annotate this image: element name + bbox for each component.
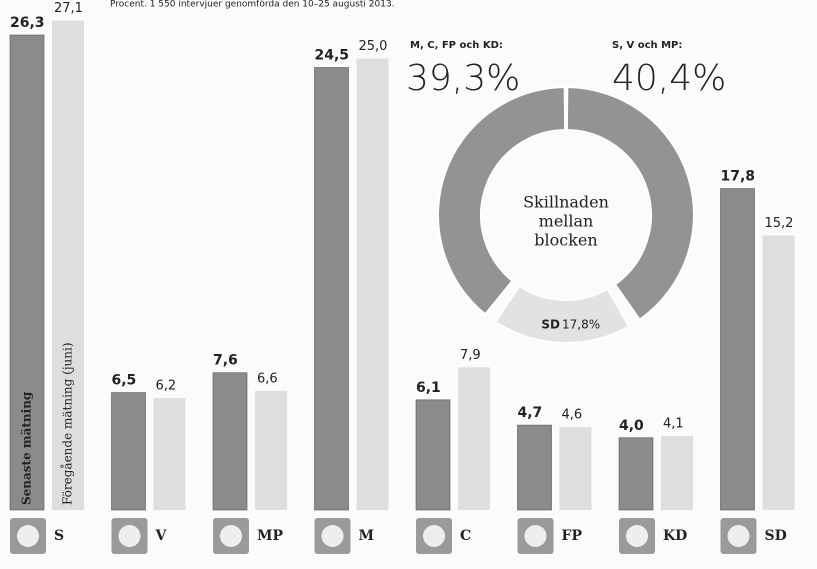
center-label: mellan — [539, 212, 594, 231]
bar — [720, 188, 755, 511]
x-tick-label: V — [155, 528, 168, 544]
donut-segment — [494, 284, 631, 344]
party-icon-mark — [423, 525, 445, 547]
bar — [356, 58, 389, 510]
donut-segment — [437, 85, 567, 316]
party-icon-mark — [524, 525, 547, 547]
party-icon-mark — [321, 525, 344, 547]
bar — [517, 424, 552, 511]
chart-subtitle: Procent. 1 550 intervjuer genomförda den… — [110, 0, 395, 10]
x-tick-label: S — [54, 528, 64, 544]
bar — [762, 235, 795, 510]
x-tick-label: MP — [257, 528, 283, 544]
group-value: 40,4% — [612, 58, 726, 99]
value-label: 25,0 — [359, 39, 388, 54]
x-tick-label: C — [460, 528, 471, 544]
x-tick-label: M — [359, 528, 375, 544]
x-tick-label: SD — [765, 528, 787, 544]
value-label: 27,1 — [54, 1, 83, 16]
bar — [458, 367, 490, 510]
bar — [111, 392, 146, 511]
value-label: 4,1 — [663, 416, 684, 431]
bar — [314, 67, 349, 511]
value-label: 7,9 — [460, 348, 481, 363]
party-icon-mark — [17, 525, 39, 547]
value-label: 4,7 — [518, 405, 543, 421]
party-icon-mark — [118, 525, 141, 547]
value-label: 4,6 — [562, 407, 583, 422]
value-label: 4,0 — [619, 418, 644, 434]
x-tick-label: KD — [663, 528, 687, 544]
value-label: 6,2 — [156, 379, 177, 394]
value-label: 15,2 — [765, 216, 794, 231]
segment-label: SD — [541, 318, 560, 332]
center-label: blocken — [534, 231, 597, 250]
value-label: 26,3 — [10, 15, 45, 31]
bar — [52, 20, 84, 510]
value-label: 7,6 — [213, 353, 238, 369]
value-label: 24,5 — [315, 48, 350, 64]
group-label: S, V och MP: — [612, 40, 682, 51]
center-label: Skillnaden — [523, 193, 609, 212]
party-icon-mark — [626, 525, 648, 547]
segment-value: 17,8% — [562, 318, 600, 332]
group-value: 39,3% — [406, 58, 520, 99]
x-tick-label: FP — [562, 528, 583, 544]
bar — [153, 398, 186, 510]
bar — [618, 437, 654, 511]
party-icon-mark — [727, 525, 750, 547]
value-label: 6,5 — [112, 373, 137, 389]
bar — [415, 399, 451, 511]
bar — [212, 372, 248, 511]
donut-segment — [565, 85, 695, 322]
bar — [255, 390, 287, 510]
bar — [559, 426, 592, 510]
value-label: 6,1 — [416, 380, 441, 396]
bar — [661, 435, 693, 510]
party-icon-mark — [220, 525, 242, 547]
bar — [9, 34, 45, 511]
legend-label: Senaste mätning — [20, 391, 34, 505]
value-label: 17,8 — [721, 169, 756, 185]
value-label: 6,6 — [257, 371, 278, 386]
legend-label: Föregående mätning (juni) — [60, 342, 75, 505]
group-label: M, C, FP och KD: — [410, 40, 503, 51]
